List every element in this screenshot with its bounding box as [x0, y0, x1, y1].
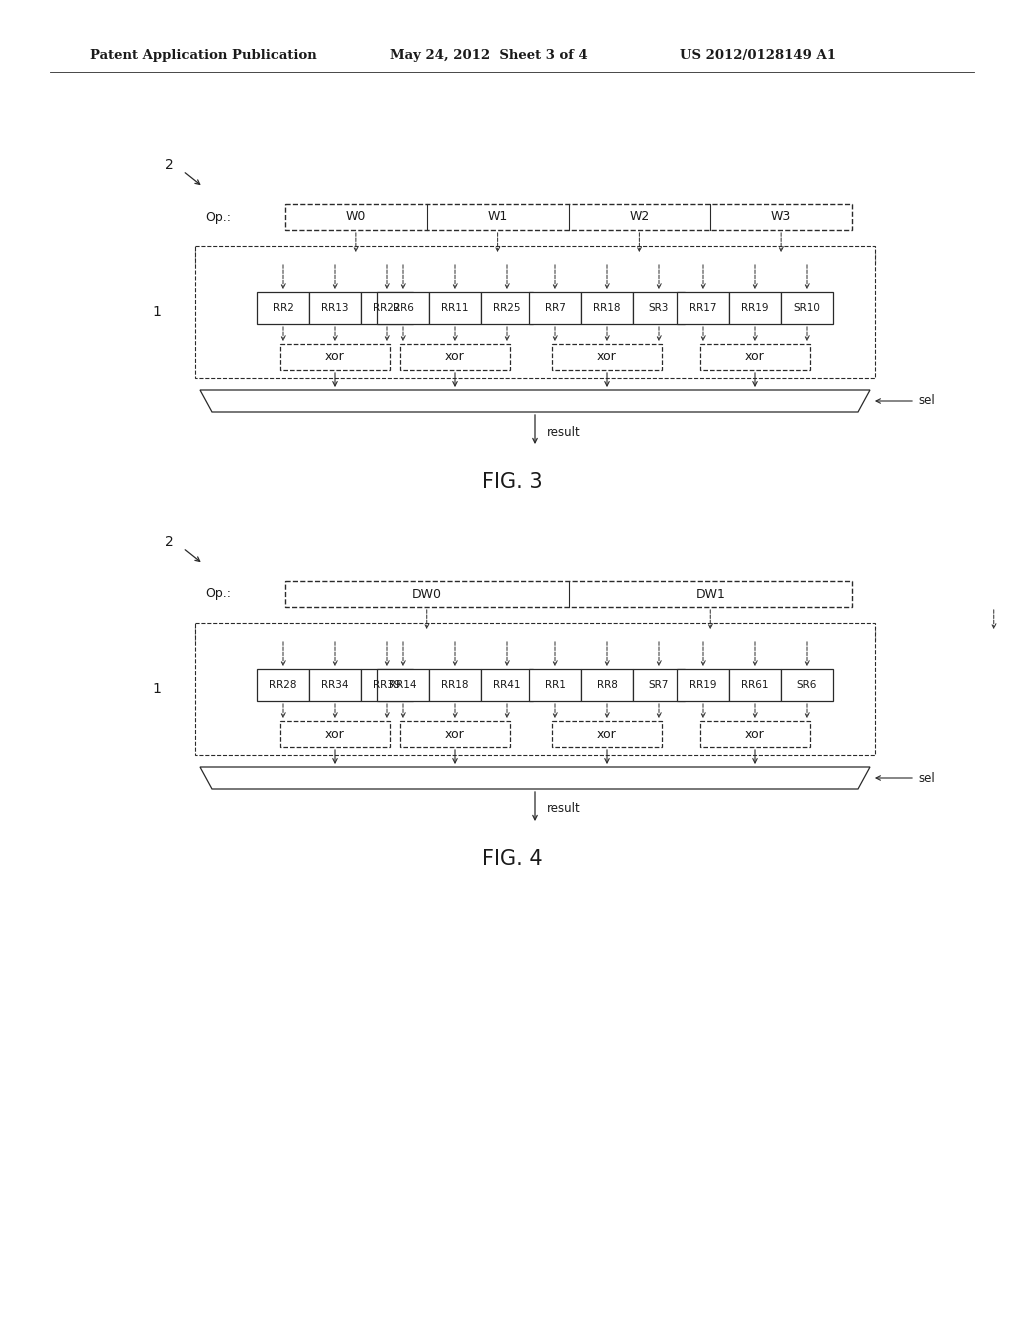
Text: xor: xor [445, 727, 465, 741]
Text: 2: 2 [165, 158, 174, 172]
Text: 1: 1 [153, 305, 162, 319]
Bar [781, 669, 833, 701]
Text: RR17: RR17 [689, 304, 717, 313]
Bar [195, 627, 874, 642]
Polygon shape [200, 389, 870, 412]
Bar [677, 669, 729, 701]
Text: W1: W1 [487, 210, 508, 223]
Text: RR11: RR11 [441, 304, 469, 313]
Text: DW0: DW0 [412, 587, 441, 601]
Text: RR61: RR61 [741, 680, 769, 690]
Text: xor: xor [597, 727, 616, 741]
Bar [195, 246, 874, 378]
Bar [429, 669, 481, 701]
Text: RR41: RR41 [494, 680, 521, 690]
Bar [729, 292, 781, 323]
Bar [361, 669, 413, 701]
Bar [309, 669, 361, 701]
Text: xor: xor [745, 727, 765, 741]
Bar [552, 721, 662, 747]
Bar [529, 292, 581, 323]
Bar [633, 292, 685, 323]
Text: xor: xor [326, 727, 345, 741]
Text: FIG. 3: FIG. 3 [481, 473, 543, 492]
Bar [285, 205, 852, 230]
Bar [481, 292, 534, 323]
Text: RR1: RR1 [545, 680, 565, 690]
Text: sel: sel [918, 395, 935, 408]
Bar [581, 292, 633, 323]
Bar [377, 669, 429, 701]
Text: W0: W0 [346, 210, 366, 223]
Text: RR28: RR28 [269, 680, 297, 690]
Text: W2: W2 [630, 210, 649, 223]
Text: RR22: RR22 [374, 304, 400, 313]
Text: result: result [547, 803, 581, 816]
Bar [529, 669, 581, 701]
Text: result: result [547, 425, 581, 438]
Text: RR6: RR6 [392, 304, 414, 313]
Text: DW1: DW1 [695, 587, 725, 601]
Text: 1: 1 [153, 682, 162, 696]
Text: W3: W3 [771, 210, 792, 223]
Text: RR8: RR8 [597, 680, 617, 690]
Bar [361, 292, 413, 323]
Text: RR13: RR13 [322, 304, 349, 313]
Text: RR2: RR2 [272, 304, 294, 313]
Bar [677, 292, 729, 323]
Text: xor: xor [326, 351, 345, 363]
Bar [195, 249, 874, 264]
Text: RR39: RR39 [374, 680, 400, 690]
Bar [400, 721, 510, 747]
Bar [700, 345, 810, 370]
Text: Patent Application Publication: Patent Application Publication [90, 49, 316, 62]
Text: May 24, 2012  Sheet 3 of 4: May 24, 2012 Sheet 3 of 4 [390, 49, 588, 62]
Text: RR14: RR14 [389, 680, 417, 690]
Text: FIG. 4: FIG. 4 [481, 849, 543, 869]
Bar [280, 721, 390, 747]
Text: sel: sel [918, 771, 935, 784]
Text: xor: xor [745, 351, 765, 363]
Text: RR25: RR25 [494, 304, 521, 313]
Bar [633, 669, 685, 701]
Bar [257, 669, 309, 701]
Text: RR7: RR7 [545, 304, 565, 313]
Text: RR18: RR18 [441, 680, 469, 690]
Polygon shape [200, 767, 870, 789]
Text: RR19: RR19 [741, 304, 769, 313]
Bar [700, 721, 810, 747]
Bar [377, 292, 429, 323]
Bar [195, 623, 874, 755]
Text: SR6: SR6 [797, 680, 817, 690]
Text: SR3: SR3 [649, 304, 670, 313]
Bar [552, 345, 662, 370]
Bar [257, 292, 309, 323]
Text: RR18: RR18 [593, 304, 621, 313]
Text: xor: xor [597, 351, 616, 363]
Text: SR7: SR7 [649, 680, 670, 690]
Bar [309, 292, 361, 323]
Bar [729, 669, 781, 701]
Text: RR34: RR34 [322, 680, 349, 690]
Bar [581, 669, 633, 701]
Text: Op.:: Op.: [205, 587, 231, 601]
Bar [481, 669, 534, 701]
Bar [285, 581, 852, 607]
Text: xor: xor [445, 351, 465, 363]
Text: SR10: SR10 [794, 304, 820, 313]
Text: Op.:: Op.: [205, 210, 231, 223]
Bar [400, 345, 510, 370]
Text: RR19: RR19 [689, 680, 717, 690]
Bar [280, 345, 390, 370]
Text: 2: 2 [165, 535, 174, 549]
Text: US 2012/0128149 A1: US 2012/0128149 A1 [680, 49, 836, 62]
Bar [781, 292, 833, 323]
Bar [429, 292, 481, 323]
